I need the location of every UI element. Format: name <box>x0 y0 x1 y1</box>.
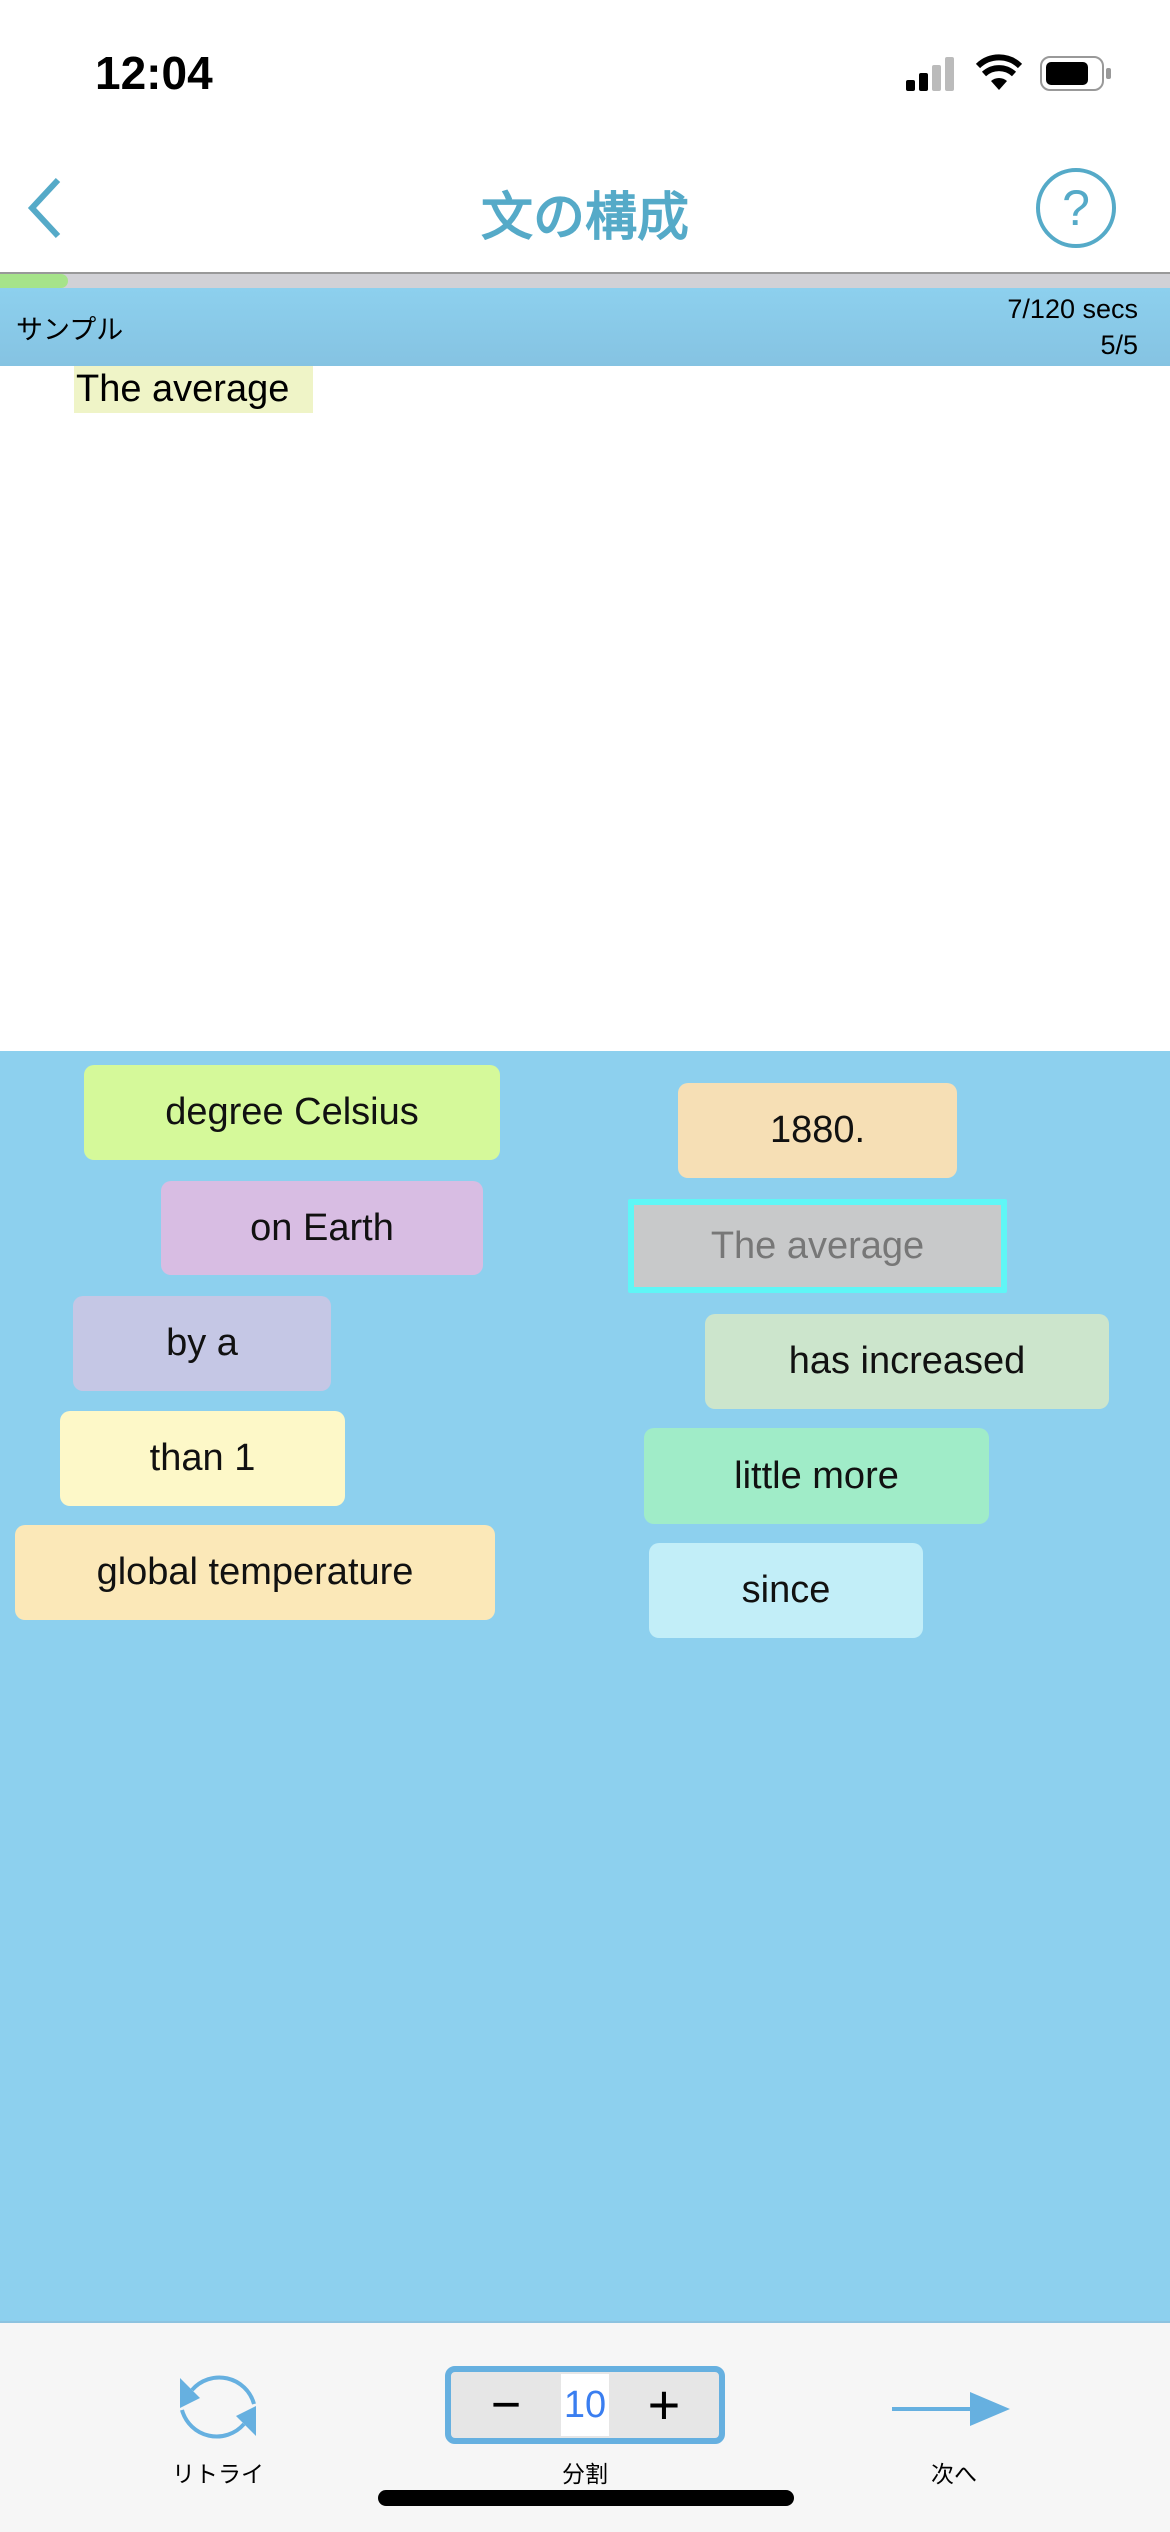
time-progress-fill <box>0 274 68 288</box>
word-tile[interactable]: little more <box>644 1428 989 1524</box>
split-label: 分割 <box>562 2461 608 2487</box>
answer-word[interactable]: The average <box>74 366 314 413</box>
mode-label: サンプル <box>16 315 124 345</box>
word-tile[interactable]: on Earth <box>161 1181 483 1275</box>
page-title: 文の構成 <box>480 189 689 247</box>
help-button[interactable]: ? <box>1035 167 1117 254</box>
word-tile-area: degree Celsius on Earth by a than 1 glob… <box>0 1051 1170 2321</box>
word-tile[interactable]: than 1 <box>60 1411 345 1506</box>
time-progress-bar <box>0 272 1170 288</box>
word-tile[interactable]: 1880. <box>678 1083 957 1178</box>
signal-icon <box>906 56 958 92</box>
svg-text:?: ? <box>1062 180 1090 236</box>
info-bar: サンプル 7/120 secs 5/5 <box>0 288 1170 366</box>
battery-icon <box>1040 56 1112 97</box>
split-value[interactable]: 10 <box>561 2374 609 2436</box>
timer-text: 7/120 secs <box>1007 294 1138 324</box>
status-time: 12:04 <box>95 47 213 99</box>
arrow-right-icon <box>892 2392 1010 2426</box>
question-circle-icon: ? <box>1036 168 1116 248</box>
split-stepper[interactable]: − 10 + <box>445 2366 725 2444</box>
next-button[interactable] <box>890 2384 1010 2434</box>
home-indicator <box>378 2490 794 2506</box>
retry-label: リトライ <box>172 2461 264 2487</box>
word-tile[interactable]: degree Celsius <box>84 1065 500 1160</box>
question-count: 5/5 <box>1100 330 1138 360</box>
word-tile[interactable]: by a <box>73 1296 331 1391</box>
wifi-icon <box>975 54 1023 97</box>
chevron-left-icon <box>27 177 61 239</box>
minus-button[interactable]: − <box>490 2376 522 2434</box>
retry-button[interactable] <box>170 2362 266 2452</box>
word-tile[interactable]: has increased <box>705 1314 1109 1409</box>
retry-icon <box>180 2375 256 2439</box>
back-button[interactable] <box>22 176 66 245</box>
next-label: 次へ <box>931 2461 977 2487</box>
word-tile[interactable]: global temperature <box>15 1525 495 1620</box>
plus-button[interactable]: + <box>647 2373 681 2436</box>
word-tile-used[interactable]: The average <box>628 1199 1007 1293</box>
word-tile[interactable]: since <box>649 1543 923 1638</box>
